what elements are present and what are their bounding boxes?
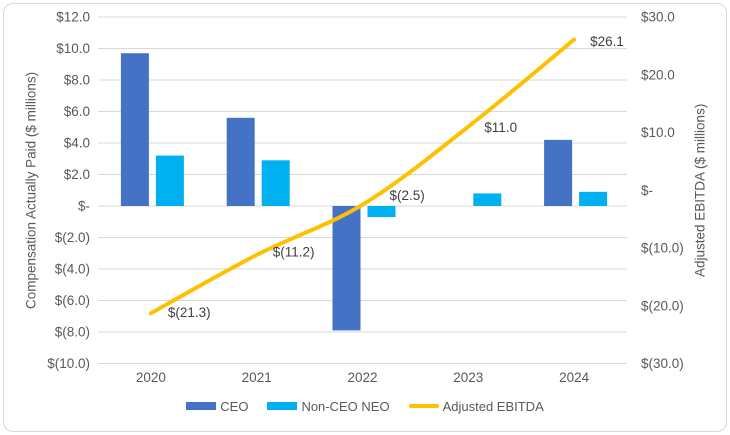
left-axis-tick-label: $2.0 xyxy=(64,167,90,182)
left-axis-tick-label: $4.0 xyxy=(64,136,90,151)
left-axis-tick-label: $- xyxy=(78,199,90,214)
bar-non-ceo-neo-2022 xyxy=(367,206,396,218)
right-axis-tick-label: $(10.0) xyxy=(641,241,684,256)
right-axis-tick-label: $(30.0) xyxy=(641,356,684,371)
right-axis-tick-label: $30.0 xyxy=(641,10,675,25)
bar-ceo-2020 xyxy=(120,53,149,206)
x-axis-label: 2024 xyxy=(559,370,590,385)
x-axis-label: 2021 xyxy=(242,370,272,385)
x-axis-label: 2020 xyxy=(136,370,166,385)
legend: CEO Non-CEO NEO Adjusted EBITDA xyxy=(0,395,730,417)
left-axis-tick-label: $(2.0) xyxy=(55,230,90,245)
legend-label: Adjusted EBITDA xyxy=(442,398,544,414)
left-axis-tick-label: $8.0 xyxy=(64,73,90,88)
left-axis-tick-label: $(4.0) xyxy=(55,262,90,277)
legend-label: Non-CEO NEO xyxy=(301,398,390,414)
left-axis-tick-label: $6.0 xyxy=(64,104,90,119)
bar-non-ceo-neo-2021 xyxy=(261,160,290,206)
x-axis-label: 2022 xyxy=(347,370,377,385)
bar-ceo-2024 xyxy=(544,139,573,206)
legend-item-adjusted-ebitda: Adjusted EBITDA xyxy=(408,398,544,414)
right-axis-tick-label: $(20.0) xyxy=(641,298,684,313)
left-axis-tick-label: $12.0 xyxy=(56,10,90,25)
right-axis-tick-label: $- xyxy=(641,183,653,198)
line-data-label: $(2.5) xyxy=(390,188,425,203)
line-data-label: $11.0 xyxy=(484,120,517,135)
right-axis-tick-label: $20.0 xyxy=(641,67,675,82)
bar-non-ceo-neo-2020 xyxy=(155,155,184,206)
ebitda-line xyxy=(148,37,577,316)
legend-line-swatch xyxy=(408,404,439,408)
left-axis-tick-label: $10.0 xyxy=(56,41,90,56)
legend-item-ceo: CEO xyxy=(186,399,248,414)
legend-label: CEO xyxy=(220,398,249,414)
left-axis-tick-label: $(6.0) xyxy=(55,293,90,308)
line-data-label: $26.1 xyxy=(590,34,624,49)
right-axis-title: Adjusted EBITDA ($ millions) xyxy=(692,103,708,278)
right-axis-tick-label: $10.0 xyxy=(641,125,675,140)
line-data-label: $(21.3) xyxy=(168,305,211,320)
legend-bar-swatch xyxy=(186,402,217,410)
left-axis-tick-label: $(8.0) xyxy=(55,325,90,340)
bar-ceo-2022 xyxy=(332,206,361,331)
left-axis-title: Compensation Actually Paid ($ millions) xyxy=(23,71,39,310)
bar-non-ceo-neo-2024 xyxy=(579,191,608,206)
line-data-label: $(11.2) xyxy=(273,244,315,259)
left-axis-tick-label: $(10.0) xyxy=(47,356,90,371)
bar-ceo-2021 xyxy=(226,117,255,206)
legend-item-non-ceo-neo: Non-CEO NEO xyxy=(267,398,390,414)
legend-bar-swatch xyxy=(267,402,298,410)
x-axis-label: 2023 xyxy=(453,370,483,385)
bar-non-ceo-neo-2023 xyxy=(473,193,502,206)
